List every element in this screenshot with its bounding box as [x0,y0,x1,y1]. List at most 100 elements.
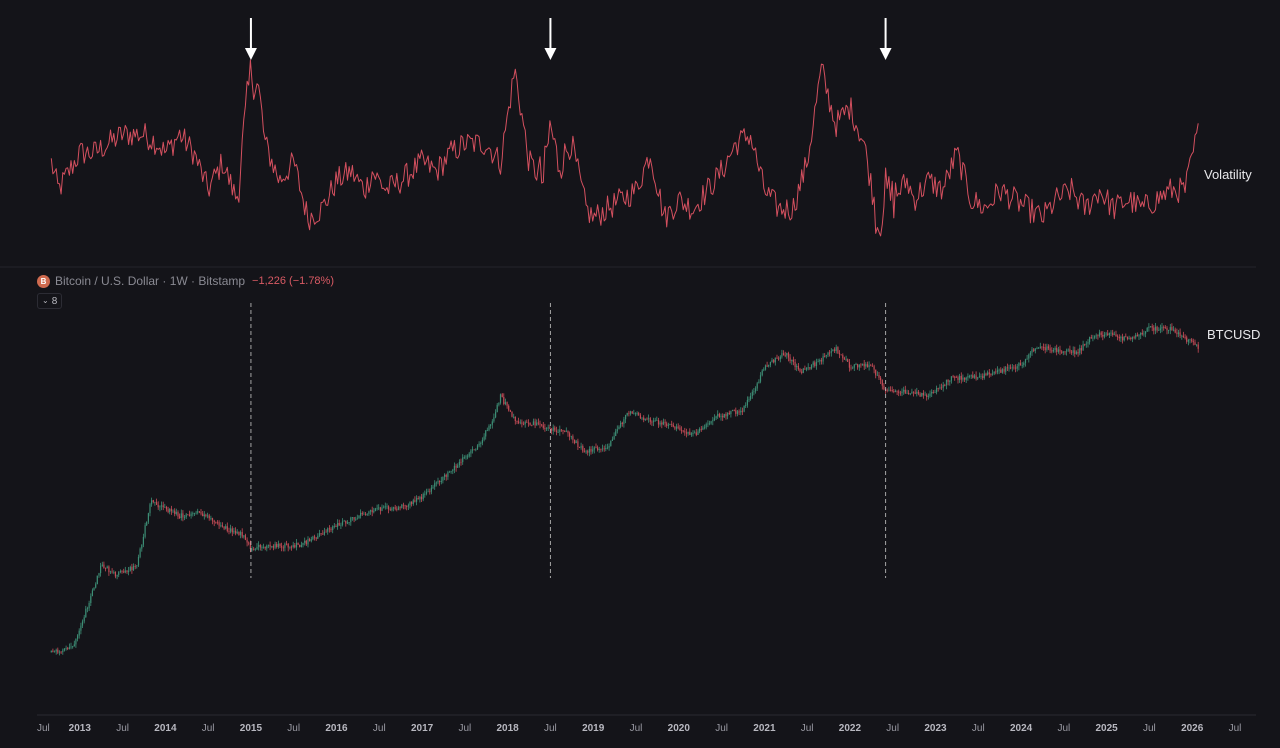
candle-body [63,648,65,651]
candle-body [769,362,771,365]
candle-body [661,422,663,425]
candle-body [1136,334,1138,337]
candle-body [878,375,880,378]
candle-body [287,544,289,548]
candle-body [411,501,413,505]
candle-body [506,402,508,406]
candle-body [142,536,144,545]
candle-body [1001,369,1003,373]
candle-body [216,522,219,524]
candle-body [481,439,483,444]
candle-body [871,366,873,367]
candle-body [639,415,641,419]
candle-body [585,451,587,453]
candle-body [814,362,816,366]
candle-body [174,510,176,514]
candle-body [965,377,967,380]
arrow-down-icon [544,48,557,60]
candle-body [954,376,956,378]
candle-body [235,530,237,534]
candle-body [322,533,324,535]
candle-body [425,491,428,494]
candle-body [569,433,571,437]
candle-body [1067,349,1069,351]
candle-body [211,518,214,521]
candle-body [111,571,113,573]
candle-body [914,392,916,394]
candle-body [778,358,780,360]
candle-body [606,447,609,449]
candle-body [1169,327,1171,331]
candle-body [271,546,273,547]
candle-body [924,394,926,396]
candle-body [904,389,906,394]
candle-body [491,421,493,425]
candle-body [521,422,523,424]
candle-body [967,376,969,378]
candle-body [427,491,429,493]
candle-body [773,360,775,363]
candle-body [838,353,841,355]
candle-body [1173,329,1175,331]
candle-body [86,608,89,609]
candle-body [422,494,424,500]
candle-body [444,474,446,477]
candle-body [279,543,281,547]
candle-body [648,418,650,420]
candle-body [646,418,648,420]
candle-body [458,461,460,466]
candle-body [1031,349,1033,353]
candle-body [610,440,612,447]
candle-body [486,430,488,432]
candle-body [262,546,265,548]
candle-body [246,539,248,543]
candle-body [771,360,773,363]
candle-body [225,526,227,529]
candle-body [1021,365,1023,366]
candle-body [314,536,316,538]
candle-body [796,365,798,368]
candle-body [858,364,860,368]
candle-body [917,391,920,394]
candle-body [982,376,984,378]
candle-body [137,557,140,566]
candle-body [685,432,688,434]
candle-body [1159,328,1161,330]
candle-body [664,421,666,424]
x-axis-tick-label: Jul [202,723,215,734]
candle-body [328,528,330,530]
candle-body [442,476,444,481]
candle-body [975,375,977,379]
candle-body [164,507,166,508]
candle-body [524,421,526,425]
candle-body [105,568,107,569]
x-axis-tick-label: Jul [1058,723,1071,734]
candle-body [789,357,791,361]
candle-body [827,352,829,356]
candle-body [873,366,875,370]
candle-body [717,413,719,417]
candle-body [710,421,712,424]
candle-body [697,431,699,435]
candle-body [1097,335,1099,337]
candle-body [52,650,54,653]
candle-body [937,388,939,389]
candle-body [1072,350,1074,353]
candle-body [376,508,378,510]
candle-body [526,421,528,423]
candle-body [704,427,706,429]
symbol-legend[interactable]: B Bitcoin / U.S. Dollar · 1W · Bitstamp … [37,273,334,289]
candle-body [546,428,548,430]
candle-body [317,535,319,539]
symbol-title[interactable]: Bitcoin / U.S. Dollar · 1W · Bitstamp [55,274,246,288]
candle-body [493,417,495,422]
candle-body [1123,336,1125,341]
indicators-collapse-button[interactable]: ⌄ 8 [37,293,63,309]
candle-body [718,413,720,417]
candle-body [160,505,163,507]
candle-body [807,367,809,369]
candle-body [365,513,367,515]
candle-body [1196,344,1198,346]
candle-body [519,422,521,424]
